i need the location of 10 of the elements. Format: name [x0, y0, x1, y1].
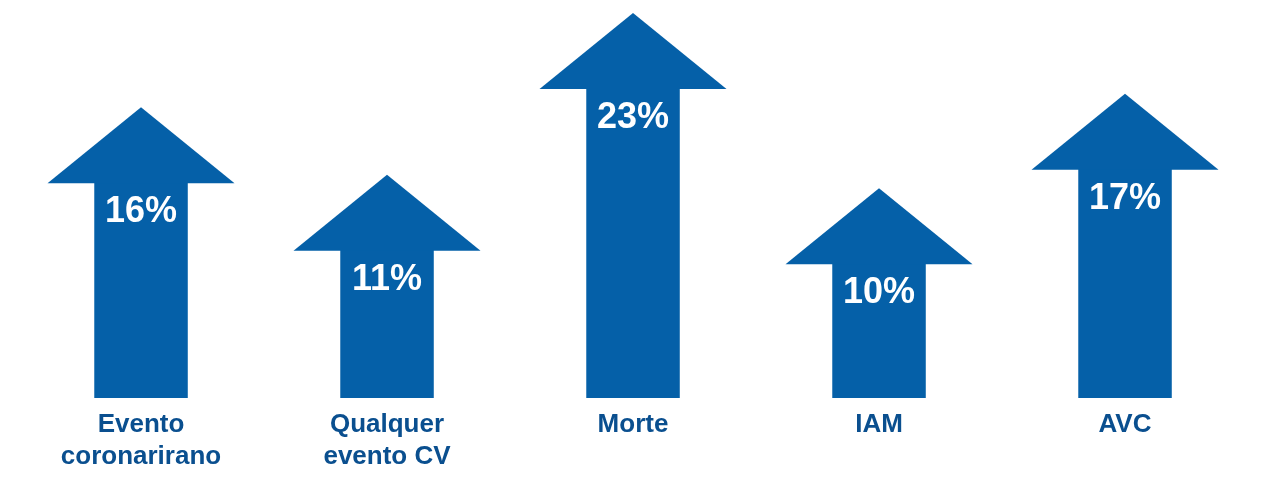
- data-label: 16%: [104, 189, 178, 231]
- x-tick-label: Morte: [597, 408, 669, 438]
- x-tick-label: Evento coronarirano: [60, 408, 222, 470]
- x-tick-label: Qualquer evento CV: [323, 408, 452, 470]
- data-label: 10%: [842, 270, 916, 312]
- x-tick-label: AVC: [1098, 408, 1152, 438]
- x-tick-label: IAM: [855, 408, 903, 438]
- data-label: 17%: [1088, 175, 1162, 217]
- data-label: 23%: [596, 95, 670, 136]
- data-label: 11%: [351, 256, 423, 298]
